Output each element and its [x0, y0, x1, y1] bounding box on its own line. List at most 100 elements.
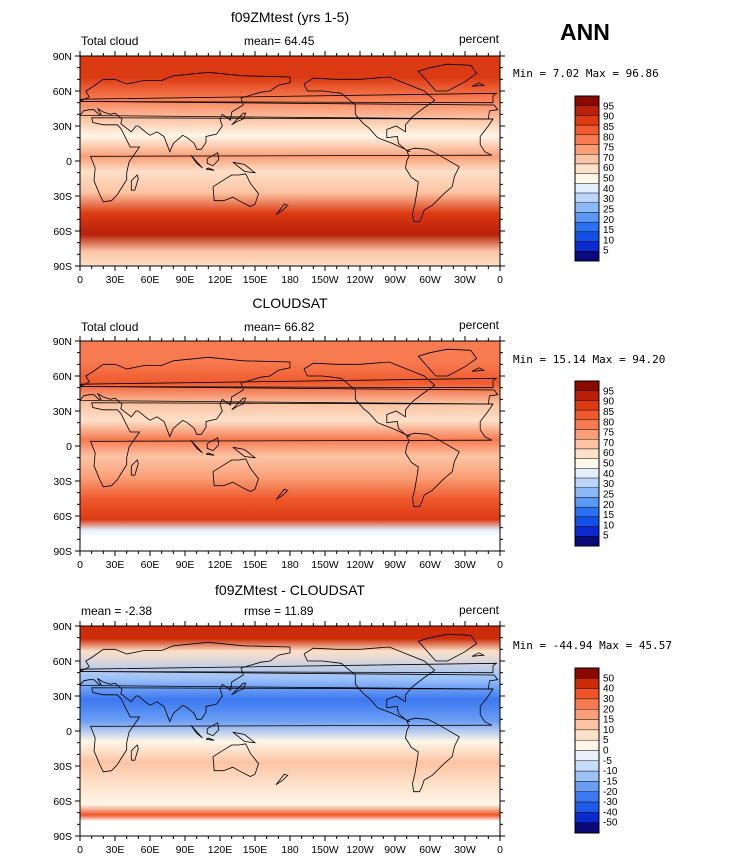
- colorbar-swatch: [574, 812, 600, 823]
- lat-tick-label: 90S: [53, 261, 72, 273]
- colorbar-swatch: [574, 380, 600, 391]
- lat-tick-label: 30N: [53, 691, 72, 703]
- colorbar-swatch: [574, 124, 600, 136]
- colorbar-swatch: [574, 458, 600, 469]
- map-axes: 0 30E 60E 90E 120E 150E 180 150W 120W 90W 60W 30W 09…: [53, 51, 505, 286]
- coastline: [471, 82, 486, 87]
- colorbar-swatch: [574, 506, 600, 518]
- colorbar-label: 30: [603, 479, 615, 490]
- colorbar-label: -15: [603, 776, 618, 787]
- lat-tick-label: 30S: [53, 191, 72, 203]
- colorbar-swatch: [574, 231, 600, 242]
- colorbar-label: 5: [603, 246, 609, 257]
- colorbar-label: 15: [603, 510, 615, 521]
- map-axes: 0 30E 60E 90E 120E 150E 180 150W 120W 90W 60W 30W 09…: [53, 336, 505, 571]
- panel-model: f09ZMtest (yrs 1-5) Total cloud mean= 64…: [53, 9, 659, 286]
- colorbar-label: 85: [603, 122, 615, 133]
- colorbar-label: -10: [603, 766, 618, 777]
- colorbar-label: 30: [603, 694, 615, 705]
- colorbar-label: 15: [603, 715, 615, 726]
- lat-tick-label: 30N: [53, 121, 72, 133]
- colorbar-swatch: [574, 134, 600, 145]
- lon-tick-label: 180: [281, 559, 299, 571]
- coastline: [79, 662, 498, 674]
- coastline: [79, 641, 499, 723]
- colorbar-label: 10: [603, 725, 615, 736]
- coastline: [130, 174, 139, 191]
- map-field: [80, 341, 500, 551]
- lat-tick-label: 30N: [53, 406, 72, 418]
- panel-left-label: mean = -2.38: [81, 604, 152, 618]
- colorbar-swatch: [574, 251, 600, 262]
- colorbar-swatch: [574, 781, 600, 792]
- coastline: [89, 117, 494, 203]
- colorbar-label: 20: [603, 704, 615, 715]
- lon-tick-label: 150E: [243, 274, 268, 286]
- lon-tick-label: 180: [281, 844, 299, 856]
- season-label: ANN: [560, 19, 610, 45]
- colorbar-label: 5: [603, 531, 609, 542]
- lat-tick-label: 60S: [53, 226, 72, 238]
- colorbar-swatch: [574, 429, 600, 440]
- coastline: [205, 167, 215, 171]
- coastline: [417, 348, 478, 377]
- lat-tick-label: 60N: [53, 371, 72, 383]
- colorbar-frame: [574, 380, 600, 547]
- lat-tick-label: 90S: [53, 831, 72, 843]
- coastline: [232, 446, 257, 459]
- lon-tick-label: 120W: [346, 844, 374, 856]
- colorbar-swatch: [574, 439, 600, 450]
- map-field: [80, 626, 500, 836]
- colorbar-label: 40: [603, 184, 615, 195]
- colorbar-swatch: [574, 698, 600, 710]
- colorbar-label: 25: [603, 489, 615, 500]
- coastline: [417, 633, 478, 662]
- colorbar-label: -5: [603, 756, 612, 767]
- coastline: [405, 717, 460, 793]
- colorbar-label: 40: [603, 684, 615, 695]
- coastline: [190, 154, 203, 169]
- colorbar-label: 50: [603, 459, 615, 470]
- colorbar-swatch: [574, 497, 600, 508]
- coastlines: [79, 63, 499, 223]
- colorbar-swatch: [574, 667, 600, 679]
- colorbar-label: -50: [603, 818, 618, 829]
- colorbar-label: 90: [603, 112, 615, 123]
- colorbar-swatch: [574, 95, 600, 106]
- coastline: [231, 682, 247, 696]
- colorbar-label: 95: [603, 101, 615, 112]
- coastline: [231, 112, 247, 126]
- colorbar-swatch: [574, 183, 600, 194]
- lon-tick-label: 120W: [346, 559, 374, 571]
- coastline: [89, 402, 494, 488]
- lat-tick-label: 90N: [53, 336, 72, 348]
- lon-tick-label: 90E: [176, 274, 195, 286]
- coastline: [212, 173, 259, 207]
- lat-tick-label: 90N: [53, 51, 72, 63]
- panel-units-label: percent: [459, 603, 500, 617]
- colorbar-label: 95: [603, 386, 615, 397]
- lat-tick-label: 60N: [53, 656, 72, 668]
- lon-tick-label: 0: [77, 559, 83, 571]
- coastline: [205, 737, 215, 741]
- colorbar-swatch: [574, 760, 600, 772]
- colorbar-swatch: [574, 144, 600, 155]
- coastline: [471, 652, 486, 657]
- colorbar-label: 75: [603, 428, 615, 439]
- colorbar-swatch: [574, 477, 600, 488]
- lon-tick-label: 30W: [454, 559, 476, 571]
- lon-tick-label: 90W: [384, 559, 406, 571]
- lon-tick-label: 0: [77, 844, 83, 856]
- colorbar-swatch: [574, 212, 600, 223]
- colorbar-swatch: [574, 709, 600, 720]
- colorbar-label: 70: [603, 438, 615, 449]
- lat-tick-label: 30S: [53, 476, 72, 488]
- colorbar-swatch: [574, 400, 600, 411]
- coastline: [190, 724, 203, 739]
- colorbar-label: 15: [603, 225, 615, 236]
- coastline: [79, 92, 498, 104]
- lon-tick-label: 60W: [419, 559, 441, 571]
- lon-tick-label: 30E: [106, 844, 125, 856]
